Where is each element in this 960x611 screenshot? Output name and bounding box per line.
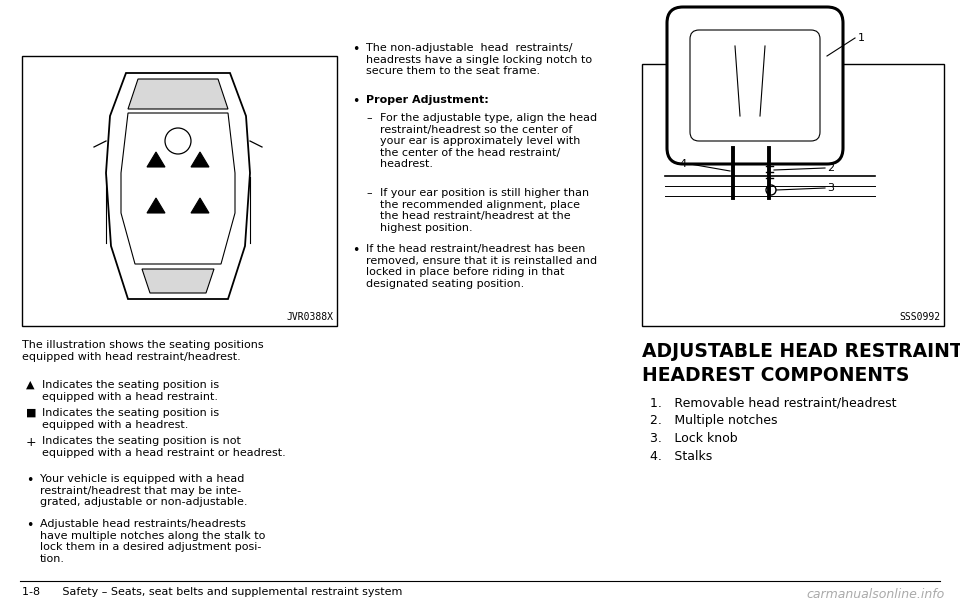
Polygon shape — [191, 198, 209, 213]
Text: 3: 3 — [827, 183, 834, 193]
Text: ■: ■ — [26, 408, 36, 418]
Text: Indicates the seating position is
equipped with a head restraint.: Indicates the seating position is equipp… — [42, 380, 219, 401]
Polygon shape — [142, 269, 214, 293]
Text: 4: 4 — [680, 159, 687, 169]
Polygon shape — [128, 79, 228, 109]
Text: Proper Adjustment:: Proper Adjustment: — [366, 95, 489, 105]
Text: •: • — [352, 95, 359, 108]
Text: 3. Lock knob: 3. Lock knob — [650, 432, 737, 445]
Text: The illustration shows the seating positions
equipped with head restraint/headre: The illustration shows the seating posit… — [22, 340, 264, 362]
Text: JVR0388X: JVR0388X — [286, 312, 333, 322]
Text: •: • — [26, 474, 34, 487]
Polygon shape — [147, 152, 165, 167]
Text: +: + — [26, 436, 36, 449]
Text: Your vehicle is equipped with a head
restraint/headrest that may be inte-
grated: Your vehicle is equipped with a head res… — [40, 474, 248, 507]
Text: 1: 1 — [858, 33, 865, 43]
Circle shape — [165, 128, 191, 154]
Text: SSS0992: SSS0992 — [899, 312, 940, 322]
Text: –: – — [366, 188, 372, 198]
Text: •: • — [352, 244, 359, 257]
Text: 1-8  Safety – Seats, seat belts and supplemental restraint system: 1-8 Safety – Seats, seat belts and suppl… — [22, 587, 402, 597]
Text: Indicates the seating position is
equipped with a headrest.: Indicates the seating position is equipp… — [42, 408, 219, 430]
Bar — [22, 56, 337, 326]
Text: Indicates the seating position is not
equipped with a head restraint or headrest: Indicates the seating position is not eq… — [42, 436, 286, 458]
Text: The non-adjustable  head  restraints/
headrests have a single locking notch to
s: The non-adjustable head restraints/ head… — [366, 43, 592, 76]
Text: •: • — [26, 519, 34, 532]
Text: If the head restraint/headrest has been
removed, ensure that it is reinstalled a: If the head restraint/headrest has been … — [366, 244, 597, 289]
Text: 2. Multiple notches: 2. Multiple notches — [650, 414, 778, 427]
Polygon shape — [191, 152, 209, 167]
Text: HEADREST COMPONENTS: HEADREST COMPONENTS — [642, 366, 909, 385]
Polygon shape — [121, 113, 235, 264]
Text: For the adjustable type, align the head
restraint/headrest so the center of
your: For the adjustable type, align the head … — [380, 113, 597, 169]
Text: 1. Removable head restraint/headrest: 1. Removable head restraint/headrest — [650, 396, 897, 409]
Text: ▲: ▲ — [26, 380, 35, 390]
Text: •: • — [352, 43, 359, 56]
Text: carmanualsonline.info: carmanualsonline.info — [806, 588, 945, 601]
Polygon shape — [147, 198, 165, 213]
Text: Adjustable head restraints/headrests
have multiple notches along the stalk to
lo: Adjustable head restraints/headrests hav… — [40, 519, 265, 564]
Text: –: – — [366, 113, 372, 123]
Text: If your ear position is still higher than
the recommended alignment, place
the h: If your ear position is still higher tha… — [380, 188, 589, 233]
Circle shape — [766, 185, 776, 195]
Text: 2: 2 — [827, 163, 834, 173]
Bar — [642, 64, 944, 326]
FancyBboxPatch shape — [667, 7, 843, 164]
Text: ADJUSTABLE HEAD RESTRAINT/: ADJUSTABLE HEAD RESTRAINT/ — [642, 342, 960, 361]
Text: 4. Stalks: 4. Stalks — [650, 450, 712, 463]
Polygon shape — [106, 73, 250, 299]
